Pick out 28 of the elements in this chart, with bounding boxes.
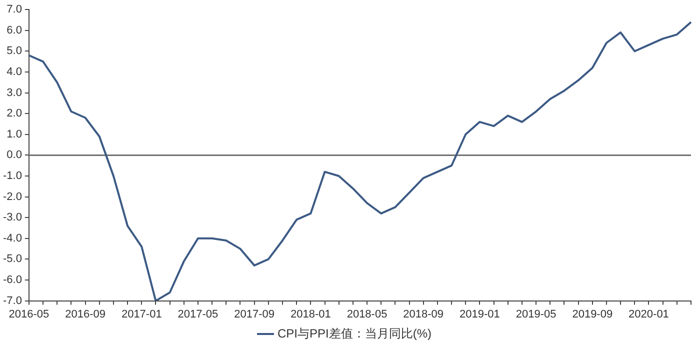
x-tick-label: 2016-05 <box>8 308 50 320</box>
y-tick-label: 5.0 <box>6 45 22 58</box>
x-tick-label: 2017-05 <box>178 308 218 320</box>
y-tick-label: -7.0 <box>2 294 22 307</box>
legend-label: CPI与PPI差值：当月同比(%) <box>277 326 432 340</box>
y-tick-label: 1.0 <box>6 128 22 140</box>
y-tick-label: 3.0 <box>6 86 22 99</box>
x-tick-label: 2018-05 <box>346 308 388 320</box>
y-tick-label: 4.0 <box>6 66 22 78</box>
x-tick-label: 2017-01 <box>121 308 162 320</box>
y-tick-label: -2.0 <box>2 190 22 203</box>
y-tick-label: -1.0 <box>2 170 22 182</box>
y-tick-label: 0.0 <box>6 149 22 162</box>
y-tick-label: -6.0 <box>2 274 22 286</box>
x-tick-label: 2020-01 <box>628 308 669 320</box>
x-tick-label: 2018-01 <box>290 308 331 320</box>
x-tick-label: 2018-09 <box>403 308 444 320</box>
x-tick-label: 2019-05 <box>516 308 556 320</box>
x-tick-label: 2019-09 <box>572 308 613 320</box>
y-tick-label: 6.0 <box>6 24 22 36</box>
y-tick-label: -3.0 <box>2 212 22 224</box>
y-tick-label: 2.0 <box>6 108 22 120</box>
x-tick-label: 2016-09 <box>65 308 106 320</box>
y-tick-label: -4.0 <box>2 232 22 244</box>
y-tick-label: -5.0 <box>2 253 22 266</box>
x-tick-label: 2017-09 <box>234 308 275 320</box>
y-tick-label: 7.0 <box>6 4 22 16</box>
x-tick-label: 2019-01 <box>460 308 500 320</box>
